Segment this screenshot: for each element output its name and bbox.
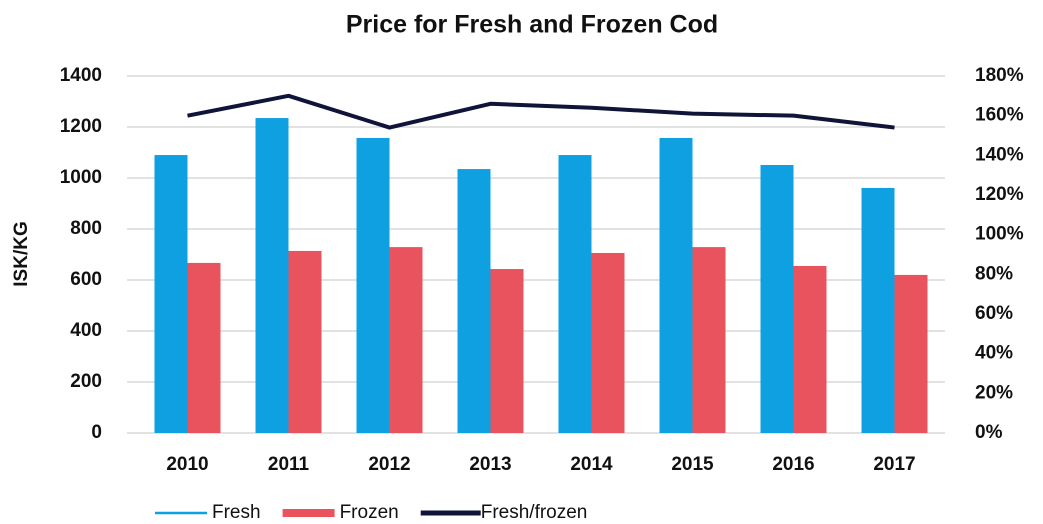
y-tick-label: 1200: [60, 116, 102, 137]
y-tick-label: 600: [70, 269, 102, 290]
y-axis-label: ISK/KG: [11, 221, 32, 286]
bar: [793, 265, 827, 433]
x-tick-label: 2015: [671, 454, 714, 475]
x-tick-label: 2017: [873, 454, 915, 475]
legend-swatch: [282, 509, 335, 517]
bar: [591, 252, 625, 433]
x-tick-label: 2014: [570, 454, 613, 475]
bar: [659, 137, 693, 433]
x-tick-label: 2012: [368, 454, 410, 475]
bar: [389, 247, 423, 433]
y-tick-label: 800: [70, 218, 102, 239]
x-tick-label: 2010: [166, 454, 208, 475]
bar: [861, 187, 895, 433]
legend-label: Frozen: [340, 502, 399, 523]
bar: [558, 155, 592, 434]
legend-label: Fresh: [212, 502, 261, 523]
y-tick-label: 400: [70, 320, 102, 341]
bar: [187, 262, 221, 433]
y2-tick-label: 40%: [975, 343, 1013, 364]
line: [187, 93, 895, 130]
x-tick-label: 2013: [469, 454, 511, 475]
bar: [692, 247, 726, 433]
y2-tick-label: 20%: [975, 382, 1013, 403]
y2-tick-label: 160%: [975, 105, 1024, 126]
bar: [457, 169, 491, 433]
chart-title: Price for Fresh and Frozen Cod: [346, 11, 718, 39]
y2-tick-label: 120%: [975, 184, 1024, 205]
bar: [154, 155, 188, 434]
y2-tick-label: 0%: [975, 422, 1003, 443]
y2-tick-label: 180%: [975, 65, 1024, 86]
bar: [255, 118, 289, 433]
bar: [760, 164, 794, 433]
bar: [894, 274, 928, 433]
y-tick-label: 0: [91, 422, 102, 443]
y2-tick-label: 100%: [975, 224, 1024, 245]
bar: [356, 137, 390, 433]
bar: [490, 269, 524, 433]
y-tick-label: 1000: [60, 167, 102, 188]
legend-label: Fresh/frozen: [481, 502, 588, 523]
x-tick-label: 2016: [772, 454, 814, 475]
y-tick-label: 200: [70, 371, 102, 392]
x-tick-label: 2011: [268, 454, 310, 475]
y2-tick-label: 140%: [975, 144, 1024, 165]
y-tick-label: 1400: [60, 65, 102, 86]
y2-tick-label: 60%: [975, 303, 1013, 324]
y2-tick-label: 80%: [975, 263, 1013, 284]
bar: [288, 250, 322, 433]
